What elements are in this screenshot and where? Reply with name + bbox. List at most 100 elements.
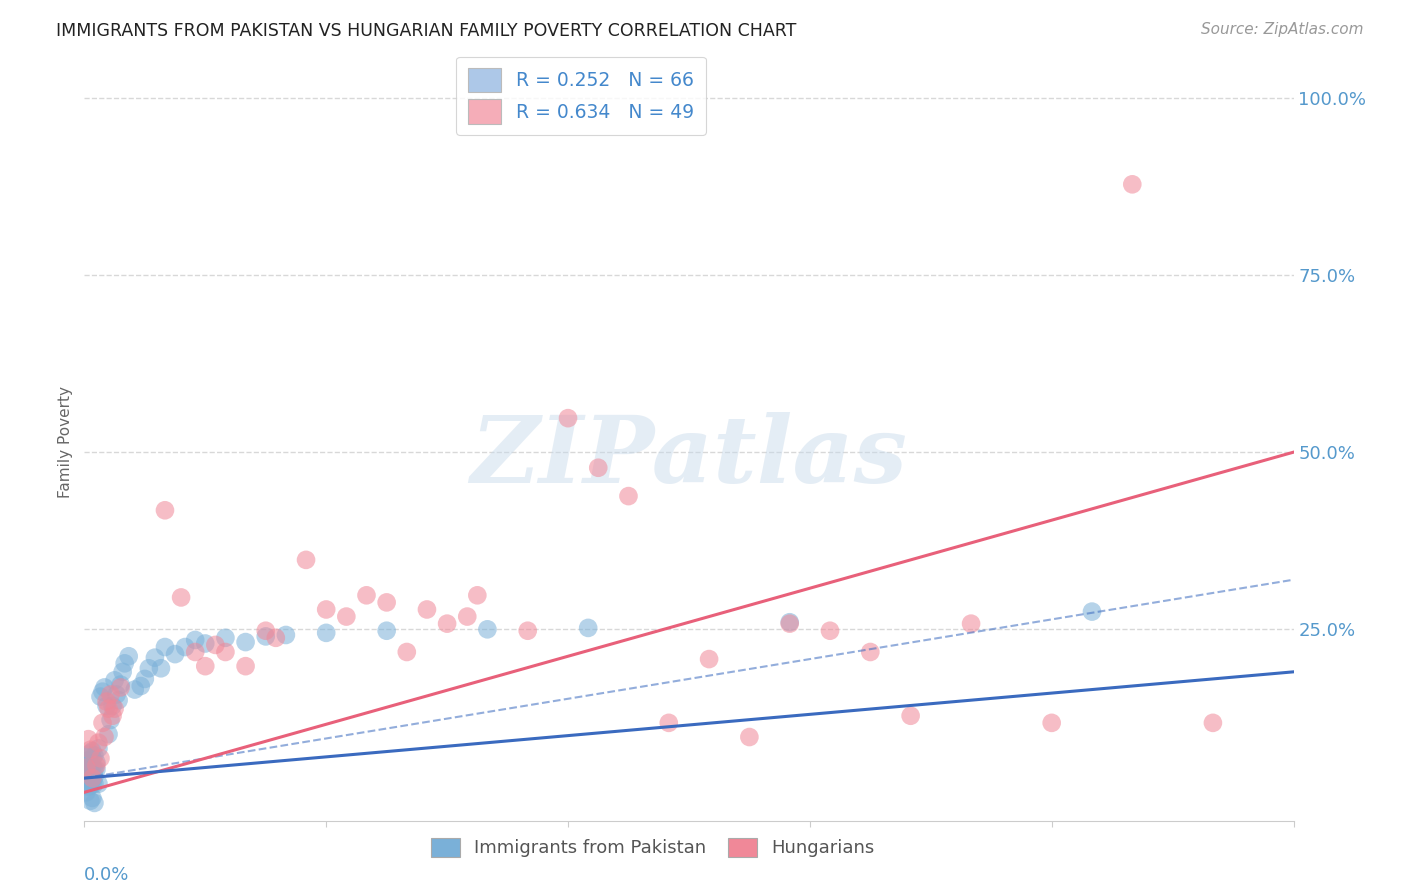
Point	[91, 684, 114, 698]
Point	[83, 777, 105, 791]
Point	[75, 760, 97, 774]
Point	[617, 489, 640, 503]
Point	[153, 640, 176, 654]
Text: 0.0%: 0.0%	[84, 866, 129, 884]
Point	[194, 636, 217, 650]
Point	[658, 715, 681, 730]
Point	[436, 616, 458, 631]
Point	[77, 732, 100, 747]
Point	[165, 647, 187, 661]
Point	[395, 645, 418, 659]
Point	[1081, 605, 1104, 619]
Point	[129, 679, 152, 693]
Point	[79, 747, 101, 761]
Point	[82, 771, 104, 785]
Point	[124, 682, 146, 697]
Point	[235, 659, 257, 673]
Point	[77, 772, 100, 787]
Point	[104, 673, 127, 688]
Point	[82, 777, 104, 791]
Point	[153, 503, 176, 517]
Point	[77, 765, 100, 780]
Point	[75, 785, 97, 799]
Point	[89, 751, 111, 765]
Point	[82, 744, 104, 758]
Point	[79, 778, 101, 792]
Point	[79, 794, 101, 808]
Point	[738, 730, 761, 744]
Point	[118, 649, 141, 664]
Point	[101, 698, 124, 713]
Legend: Immigrants from Pakistan, Hungarians: Immigrants from Pakistan, Hungarians	[423, 830, 882, 864]
Point	[779, 616, 801, 631]
Y-axis label: Family Poverty: Family Poverty	[58, 385, 73, 498]
Point	[375, 624, 398, 638]
Point	[1202, 715, 1225, 730]
Point	[83, 748, 105, 763]
Point	[107, 693, 129, 707]
Point	[97, 727, 120, 741]
Point	[477, 623, 499, 637]
Point	[111, 665, 134, 679]
Point	[295, 553, 318, 567]
Point	[75, 774, 97, 789]
Point	[110, 681, 132, 695]
Point	[86, 756, 108, 770]
Point	[91, 715, 114, 730]
Point	[83, 770, 105, 784]
Point	[79, 743, 101, 757]
Point	[79, 770, 101, 784]
Point	[214, 631, 236, 645]
Point	[82, 751, 104, 765]
Point	[779, 615, 801, 630]
Text: Source: ZipAtlas.com: Source: ZipAtlas.com	[1201, 22, 1364, 37]
Point	[96, 698, 118, 713]
Point	[138, 661, 160, 675]
Point	[101, 708, 124, 723]
Point	[82, 758, 104, 772]
Point	[79, 764, 101, 778]
Point	[274, 628, 297, 642]
Point	[89, 690, 111, 704]
Point	[83, 796, 105, 810]
Point	[416, 602, 439, 616]
Point	[697, 652, 720, 666]
Point	[105, 688, 128, 702]
Point	[859, 645, 882, 659]
Point	[375, 595, 398, 609]
Point	[77, 780, 100, 794]
Point	[149, 661, 172, 675]
Point	[960, 616, 983, 631]
Point	[82, 791, 104, 805]
Point	[204, 638, 226, 652]
Point	[77, 753, 100, 767]
Point	[87, 736, 110, 750]
Point	[356, 588, 378, 602]
Point	[114, 657, 136, 671]
Point	[86, 763, 108, 777]
Point	[97, 701, 120, 715]
Point	[557, 411, 579, 425]
Point	[87, 741, 110, 756]
Point	[170, 591, 193, 605]
Point	[235, 635, 257, 649]
Point	[184, 645, 207, 659]
Point	[86, 758, 108, 772]
Point	[254, 624, 277, 638]
Point	[335, 609, 357, 624]
Point	[100, 713, 122, 727]
Point	[194, 659, 217, 673]
Text: ZIPatlas: ZIPatlas	[471, 412, 907, 501]
Point	[96, 695, 118, 709]
Point	[1040, 715, 1063, 730]
Point	[467, 588, 489, 602]
Point	[82, 771, 104, 785]
Point	[104, 701, 127, 715]
Point	[110, 677, 132, 691]
Point	[1121, 178, 1143, 192]
Point	[143, 650, 166, 665]
Point	[588, 460, 610, 475]
Point	[77, 770, 100, 784]
Text: IMMIGRANTS FROM PAKISTAN VS HUNGARIAN FAMILY POVERTY CORRELATION CHART: IMMIGRANTS FROM PAKISTAN VS HUNGARIAN FA…	[56, 22, 797, 40]
Point	[576, 621, 599, 635]
